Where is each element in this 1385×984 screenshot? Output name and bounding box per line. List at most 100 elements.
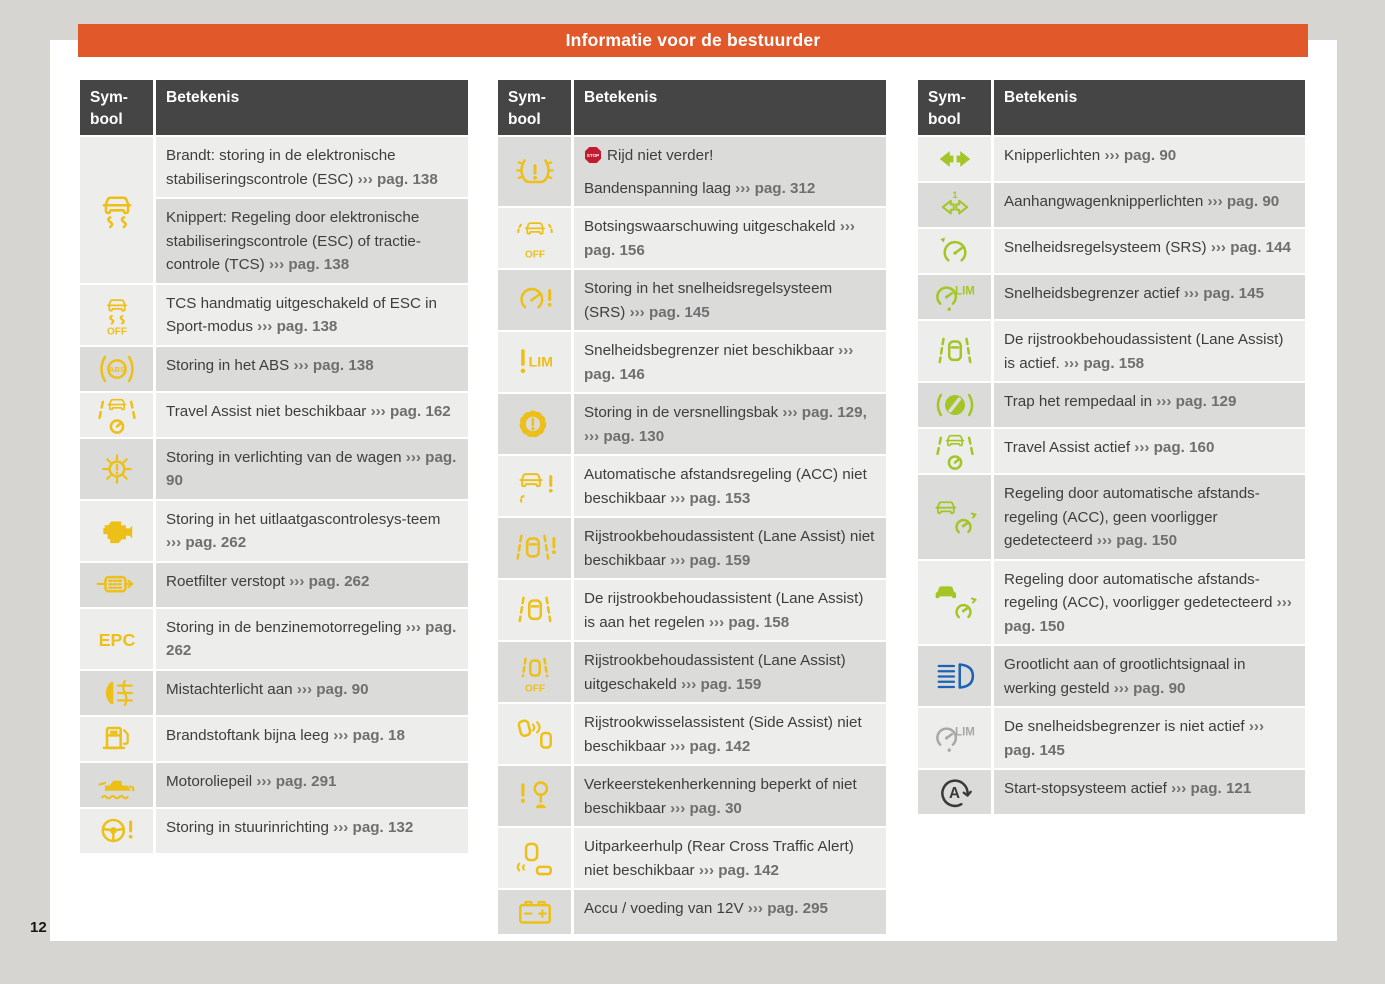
meaning-cell: Brandstoftank bijna leeg ››› pag. 18	[156, 716, 468, 761]
svg-text:LIM: LIM	[955, 285, 975, 297]
symbol-cell: OFF	[80, 284, 153, 345]
page-reference: ››› pag. 159	[681, 675, 762, 693]
table-row: ABS Storing in het ABS ››› pag. 138	[80, 346, 468, 391]
column-header-betekenis: Betekenis	[156, 80, 468, 135]
page-reference: ››› pag. 138	[257, 318, 338, 335]
table-row: Trap het rempedaal in ››› pag. 129	[918, 383, 1305, 427]
fuel-low-icon	[102, 726, 129, 749]
svg-text:1: 1	[952, 190, 957, 200]
meaning-text: Brandt: storing in de elektronische stab…	[166, 147, 396, 188]
symbol-cell	[498, 890, 571, 934]
meaning-cell: Storing in de versnellingsbak ››› pag. 1…	[574, 394, 886, 454]
table-row: A Start-stopsysteem actief ››› pag. 121	[918, 770, 1305, 814]
table-row: Travel Assist niet beschikbaar ››› pag. …	[80, 392, 468, 437]
meaning-text: Grootlicht aan of grootlichtsignaal in w…	[1004, 656, 1246, 697]
page-reference: ››› pag. 138	[293, 356, 374, 374]
meaning-text: Regeling door automatische afstands-rege…	[1004, 485, 1260, 549]
table-row: LIM De snelheidsbegrenzer is niet actief …	[918, 708, 1305, 768]
high-beam-icon	[937, 663, 974, 689]
tpms-icon	[515, 158, 554, 183]
meaning-text: Rijstrookwisselassistent (Side Assist) n…	[584, 714, 862, 755]
rear-fog-light-icon	[105, 679, 133, 706]
particulate-filter-icon	[95, 575, 133, 593]
svg-text:OFF: OFF	[525, 684, 545, 693]
meaning-cell: Storing in het ABS ››› pag. 138	[156, 346, 468, 391]
meaning-text: Travel Assist actief	[1004, 439, 1135, 456]
table-row: OFF Botsingswaarschuwing uitgeschakeld ››…	[498, 208, 886, 268]
meaning-cell: Regeling door automatische afstands-rege…	[994, 475, 1305, 559]
meaning-cell: Storing in stuurinrichting ››› pag. 132	[156, 808, 468, 853]
table-row: Snelheidsregelsysteem (SRS) ››› pag. 144	[918, 229, 1305, 273]
meaning-cell: Verkeerstekenherkenning beperkt of niet …	[574, 766, 886, 826]
page-reference: ››› pag. 138	[268, 256, 350, 273]
meaning-cell: Knipperlichten ››› pag. 90	[994, 137, 1305, 181]
meaning-text: Storing in de benzinemotorregeling	[166, 618, 406, 636]
steering-fault-icon	[101, 818, 133, 842]
table-row: Verkeerstekenherkenning beperkt of niet …	[498, 766, 886, 826]
meaning-cell: Snelheidsregelsysteem (SRS) ››› pag. 144	[994, 229, 1305, 273]
page-reference: ››› pag. 150	[1004, 594, 1292, 635]
brake-pedal-icon	[936, 393, 973, 417]
page-reference: ››› pag. 90	[1104, 147, 1177, 164]
table-row: Grootlicht aan of grootlichtsignaal in w…	[918, 646, 1305, 706]
page-title: Informatie voor de bestuurder	[78, 24, 1308, 57]
page-reference: ››› pag. 159	[670, 551, 751, 569]
table-row: Storing in de versnellingsbak ››› pag. 1…	[498, 394, 886, 454]
meaning-cell: Automatische afstandsregeling (ACC) niet…	[574, 456, 886, 516]
symbol-cell	[80, 762, 153, 807]
table-row: De rijstrookbehoudassistent (Lane Assist…	[498, 580, 886, 640]
table-row: Regeling door automatische afstands-rege…	[918, 475, 1305, 559]
page-reference: ››› pag. 90	[296, 680, 369, 698]
page-reference: ››› pag. 132	[333, 818, 414, 836]
meaning-cell: Regeling door automatische afstands-rege…	[994, 560, 1305, 644]
meaning-text: Knippert: Regeling door elektronische st…	[166, 209, 421, 273]
meaning-text: Travel Assist niet beschikbaar	[166, 402, 371, 420]
symbol-cell	[918, 321, 991, 381]
table-row: Storing in het snelheidsregelsysteem (SR…	[498, 270, 886, 330]
meaning-cell: Start-stopsysteem actief ››› pag. 121	[994, 770, 1305, 814]
meaning-cell: Botsingswaarschuwing uitgeschakeld ››› p…	[574, 208, 886, 268]
table-rows: STOP Rijd niet verder! Bandenspanning laag…	[498, 137, 886, 934]
table-row: De rijstrookbehoudassistent (Lane Assist…	[918, 321, 1305, 381]
meaning-cell: STOP Rijd niet verder! Bandenspanning laag…	[574, 137, 886, 206]
table-row: Uitparkeerhulp (Rear Cross Traffic Alert…	[498, 828, 886, 888]
lane-assist-active-icon	[938, 337, 971, 364]
meaning-text: Mistachterlicht aan	[166, 680, 297, 698]
symbol-cell: OFF	[498, 642, 571, 702]
meaning-cell: Grootlicht aan of grootlichtsignaal in w…	[994, 646, 1305, 706]
table-row: Storing in verlichting van de wagen ››› …	[80, 438, 468, 499]
meaning-text: Storing in het ABS	[166, 356, 294, 374]
check-engine-icon	[102, 521, 132, 543]
page-reference: ››› pag. 262	[289, 572, 370, 590]
table-row: Automatische afstandsregeling (ACC) niet…	[498, 456, 886, 516]
gearbox-fault-icon	[519, 410, 546, 438]
acc-fault-icon	[519, 473, 553, 503]
abs-warning-icon: ABS	[99, 355, 134, 382]
page-reference: ››› pag. 129, ››› pag. 130	[584, 404, 867, 445]
esc-off-icon: OFF	[106, 298, 127, 336]
page-reference: ››› pag. 90	[1207, 193, 1280, 210]
symbol-cell	[80, 562, 153, 607]
table-row: Regeling door automatische afstands-rege…	[918, 560, 1305, 644]
meaning-text: Storing in stuurinrichting	[166, 818, 334, 836]
page-reference: ››› pag. 262	[166, 618, 457, 660]
page-reference: ››› pag. 158	[1063, 354, 1145, 372]
meaning-text: Start-stopsysteem actief	[1004, 780, 1172, 797]
meaning-text: Aanhangwagenknipperlichten	[1004, 193, 1208, 210]
table-row: Storing in het uitlaatgascontrolesys-tee…	[80, 500, 468, 561]
page-reference: ››› pag. 150	[1096, 532, 1178, 549]
side-assist-icon	[517, 719, 552, 749]
page-reference: ››› pag. 158	[708, 613, 790, 631]
symbol-cell	[498, 518, 571, 578]
meaning-text: Roetfilter verstopt	[166, 572, 290, 590]
page-reference: ››› pag. 160	[1134, 439, 1215, 456]
collision-warning-off-icon: OFF	[516, 222, 553, 259]
page-reference: ››› pag. 295	[747, 900, 828, 917]
page-reference: ››› pag. 156	[584, 218, 855, 259]
symbol-cell: A	[918, 770, 991, 814]
meaning-text: Rijd niet verder!	[607, 147, 714, 164]
meaning-text: Verkeerstekenherkenning beperkt of niet …	[584, 776, 857, 817]
table-row: OFF Rijstrookbehoudassistent (Lane Assist…	[498, 642, 886, 702]
page-reference: ››› pag. 146	[584, 342, 854, 383]
